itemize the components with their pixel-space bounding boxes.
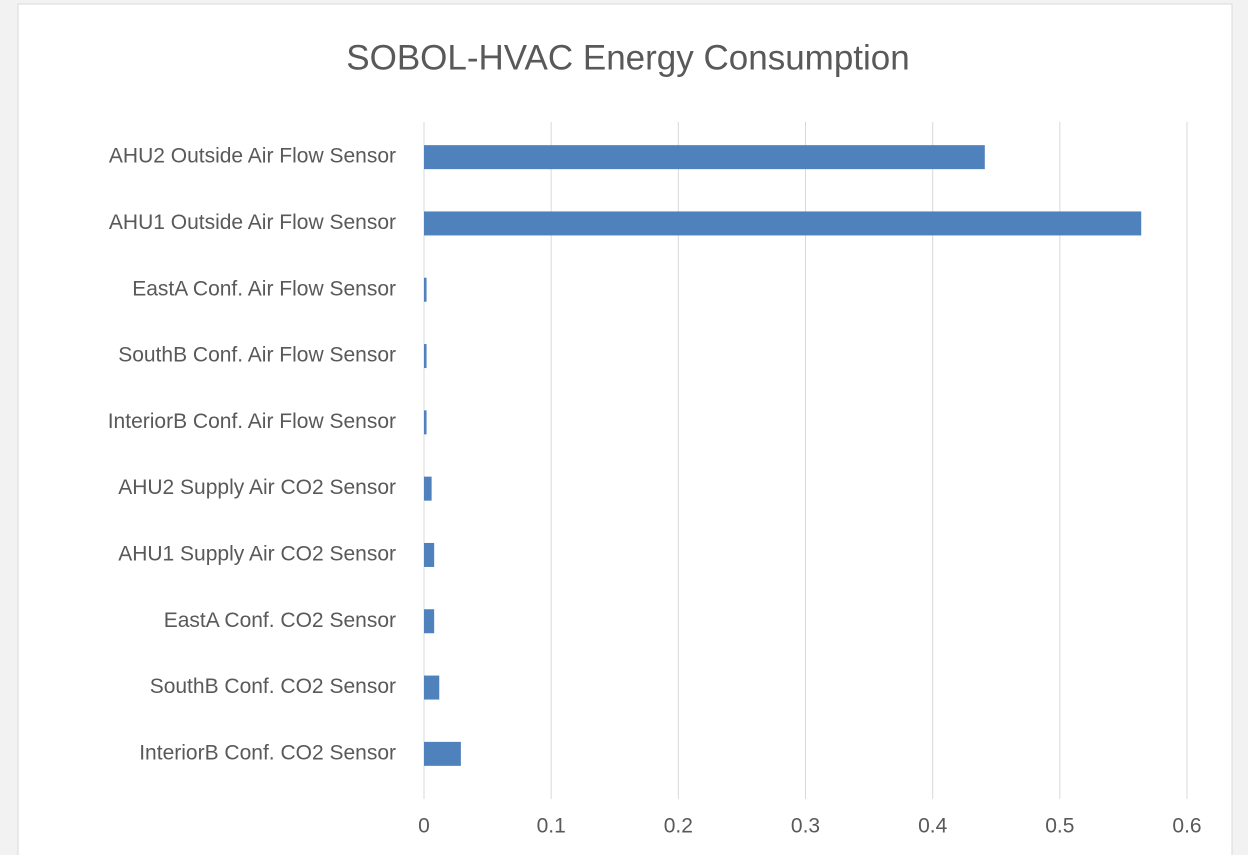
y-tick-label: SouthB Conf. CO2 Sensor xyxy=(150,675,396,698)
bar xyxy=(424,211,1142,236)
y-tick-label: EastA Conf. CO2 Sensor xyxy=(164,609,396,632)
bar xyxy=(424,410,427,435)
x-tick-label: 0.1 xyxy=(537,815,566,838)
y-tick-label: InteriorB Conf. Air Flow Sensor xyxy=(108,410,396,433)
x-tick-label: 0.4 xyxy=(918,815,948,838)
x-tick-label: 0.3 xyxy=(791,815,820,838)
chart-title: SOBOL-HVAC Energy Consumption xyxy=(346,38,909,77)
bar xyxy=(424,741,461,766)
bar xyxy=(424,476,432,501)
bar xyxy=(424,344,427,369)
x-tick-label: 0.6 xyxy=(1172,815,1201,838)
bar xyxy=(424,609,435,634)
y-tick-label: EastA Conf. Air Flow Sensor xyxy=(132,277,396,300)
bar xyxy=(424,542,435,567)
y-tick-label: SouthB Conf. Air Flow Sensor xyxy=(118,344,396,367)
y-tick-label: AHU1 Outside Air Flow Sensor xyxy=(109,211,396,234)
y-tick-label: AHU2 Supply Air CO2 Sensor xyxy=(118,476,396,499)
bar xyxy=(424,145,985,170)
y-tick-label: AHU1 Supply Air CO2 Sensor xyxy=(118,542,396,565)
y-tick-label: InteriorB Conf. CO2 Sensor xyxy=(139,741,396,764)
y-tick-label: AHU2 Outside Air Flow Sensor xyxy=(109,145,396,168)
bar xyxy=(424,675,440,700)
bar xyxy=(424,277,427,302)
x-tick-label: 0.2 xyxy=(664,815,693,838)
x-tick-label: 0 xyxy=(418,815,430,838)
x-tick-label: 0.5 xyxy=(1045,815,1074,838)
